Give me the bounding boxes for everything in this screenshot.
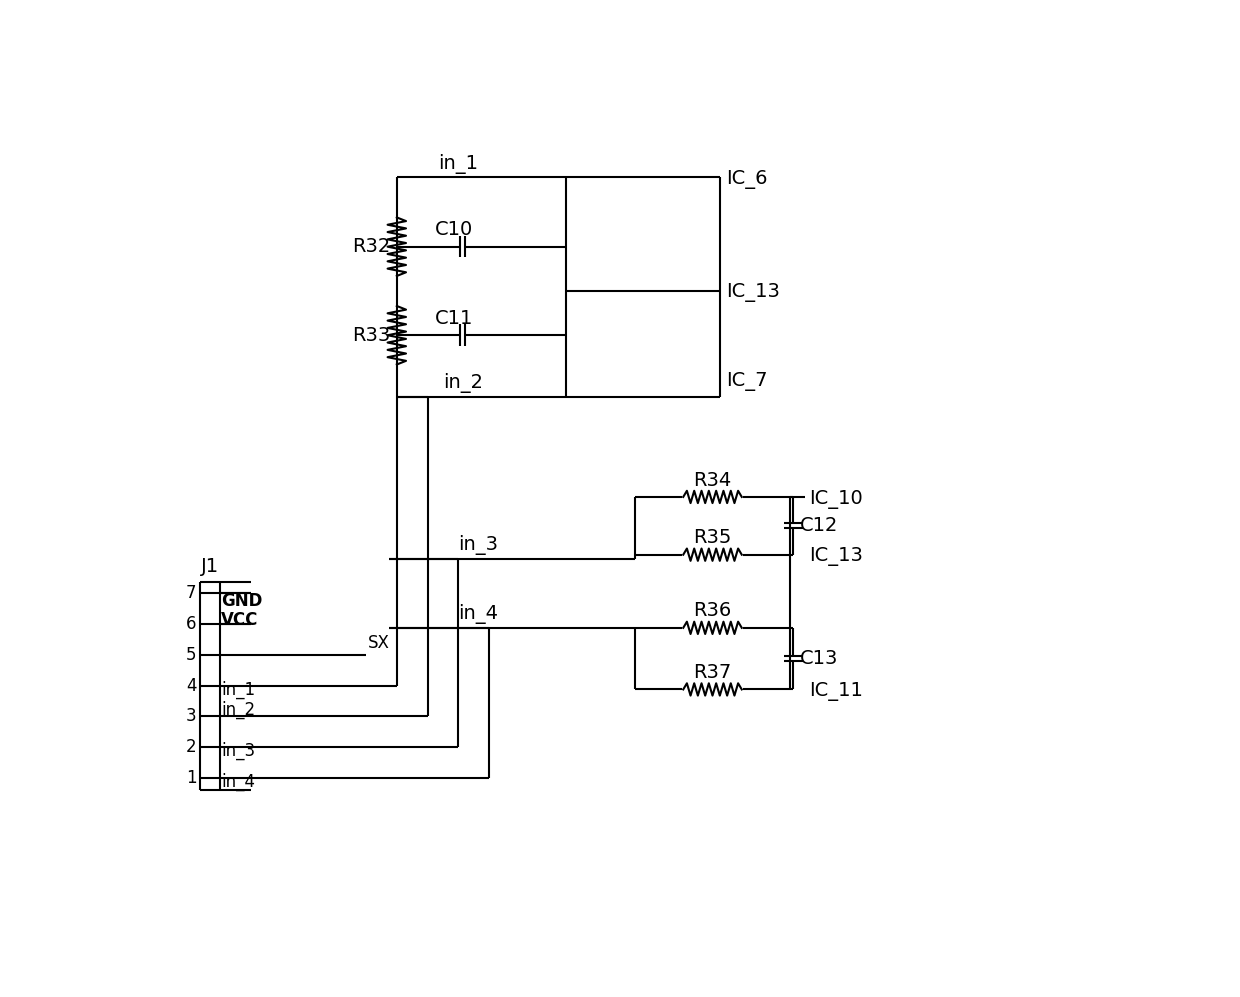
Text: R35: R35	[693, 528, 732, 547]
Text: 7: 7	[186, 584, 197, 602]
Text: 4: 4	[186, 677, 197, 695]
Text: in_4: in_4	[221, 773, 255, 791]
Text: IC_7: IC_7	[727, 372, 768, 391]
Text: VCC: VCC	[221, 611, 259, 629]
Text: 5: 5	[186, 646, 197, 664]
Text: R32: R32	[352, 237, 391, 256]
Text: C13: C13	[800, 649, 838, 668]
Text: in_4: in_4	[459, 604, 498, 624]
Text: R36: R36	[693, 601, 732, 620]
Text: C10: C10	[435, 220, 474, 239]
Text: IC_13: IC_13	[727, 283, 780, 302]
Text: IC_13: IC_13	[808, 547, 863, 566]
Text: R34: R34	[693, 471, 732, 490]
Text: 2: 2	[186, 738, 197, 756]
Text: in_3: in_3	[459, 534, 498, 554]
Text: 6: 6	[186, 615, 197, 633]
Text: IC_6: IC_6	[727, 170, 768, 189]
Text: C11: C11	[435, 309, 474, 328]
Text: SX: SX	[368, 634, 391, 652]
Text: IC_10: IC_10	[808, 490, 863, 508]
Text: in_1: in_1	[439, 154, 479, 173]
Text: R37: R37	[693, 663, 732, 682]
Text: in_1: in_1	[221, 680, 255, 699]
Text: in_2: in_2	[443, 373, 484, 393]
Text: GND: GND	[221, 592, 263, 610]
Text: R33: R33	[352, 326, 391, 345]
Text: in_2: in_2	[221, 701, 255, 720]
Text: IC_11: IC_11	[808, 682, 863, 701]
Text: C12: C12	[800, 515, 838, 535]
Text: in_3: in_3	[221, 742, 255, 760]
Text: J1: J1	[201, 556, 218, 575]
Text: 3: 3	[186, 708, 197, 726]
Text: 1: 1	[186, 769, 197, 787]
